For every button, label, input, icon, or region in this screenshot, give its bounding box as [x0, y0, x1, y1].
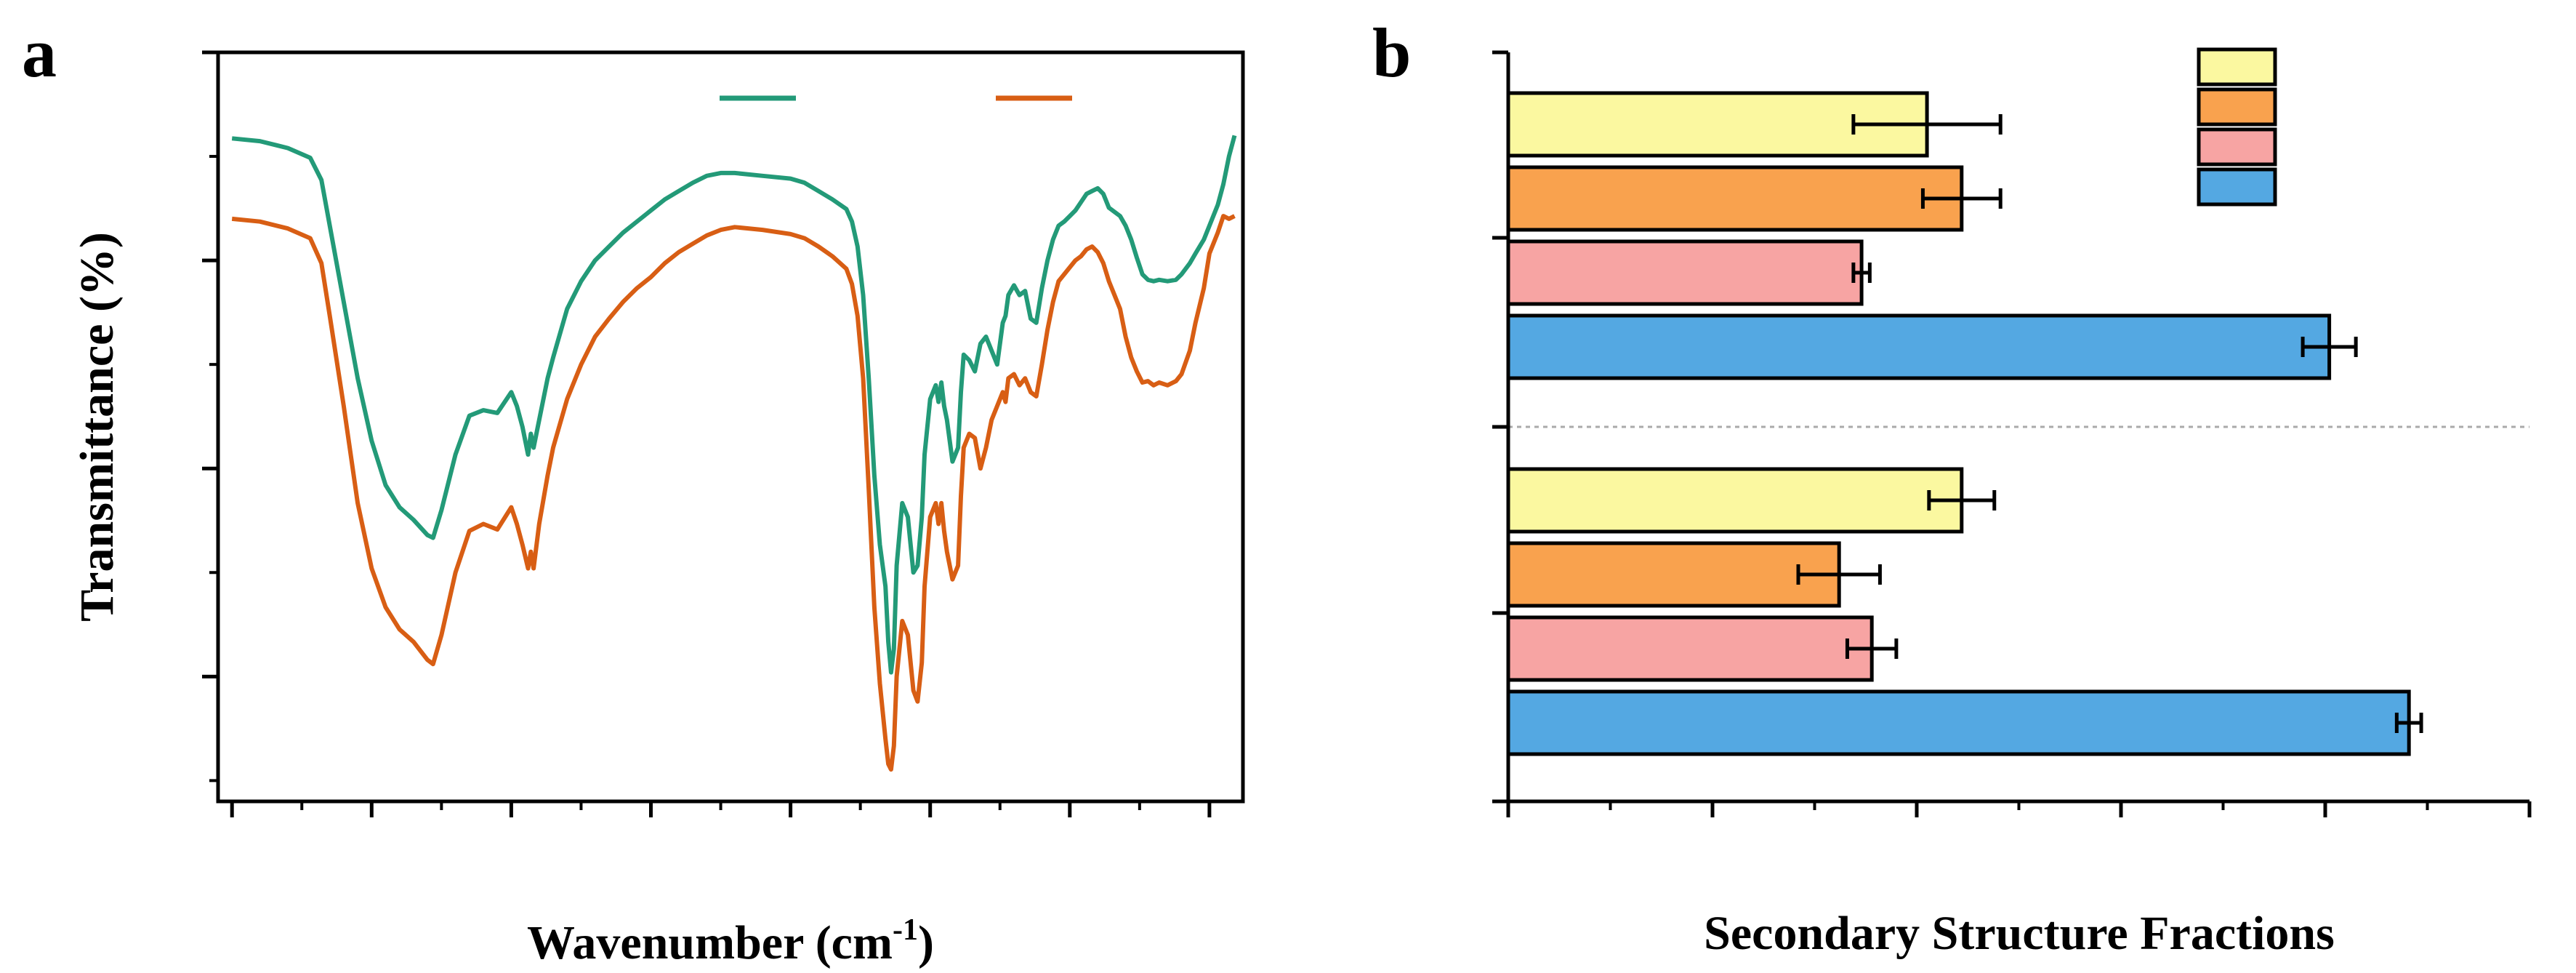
bar-legend	[2197, 47, 2277, 207]
ftir-plot-frame	[216, 50, 1245, 804]
ftir-series-group	[231, 135, 1237, 772]
bar-x-ticks	[1506, 801, 2532, 817]
bar-aks	[1506, 313, 2332, 380]
bar-aks	[1506, 165, 1964, 232]
bar-legend-swatch	[2197, 127, 2277, 167]
bar-pwss	[1506, 615, 1874, 682]
bar-pwss	[1506, 689, 2411, 756]
ftir-x-axis-title: Wavenumber (cm-1)	[527, 913, 934, 969]
bar-category-labels	[1492, 50, 1508, 804]
ftir-x-ticks	[230, 801, 1212, 817]
panel-a-label: a	[22, 14, 57, 92]
secondary-structure-bars	[1506, 91, 2423, 756]
panel-b-label: b	[1372, 14, 1411, 92]
ftir-x-axis-title-main: Wavenumber (cm	[527, 916, 893, 969]
ftir-chart: a Wavenumber (cm-1) Transmittance (%)	[22, 14, 1245, 969]
bar-pwss	[1506, 467, 1964, 534]
bar-legend-swatch	[2197, 87, 2277, 127]
ftir-line-aks	[231, 214, 1236, 772]
bar-x-axis-title: Secondary Structure Fractions	[1704, 907, 2335, 960]
secondary-structure-chart: b Secondary Structure Fractions	[1372, 14, 2532, 960]
bar-aks	[1506, 239, 1864, 306]
bar-legend-swatch	[2197, 167, 2277, 207]
ftir-y-ticks	[202, 50, 218, 782]
ftir-y-axis-title: Transmittance (%)	[71, 232, 124, 622]
ftir-x-axis-title-close: )	[918, 916, 934, 969]
ftir-x-axis-title-sup: -1	[893, 913, 918, 947]
bar-legend-swatch	[2197, 47, 2277, 87]
ftir-line-pwss	[231, 135, 1237, 675]
bar-pwss	[1506, 541, 1841, 608]
